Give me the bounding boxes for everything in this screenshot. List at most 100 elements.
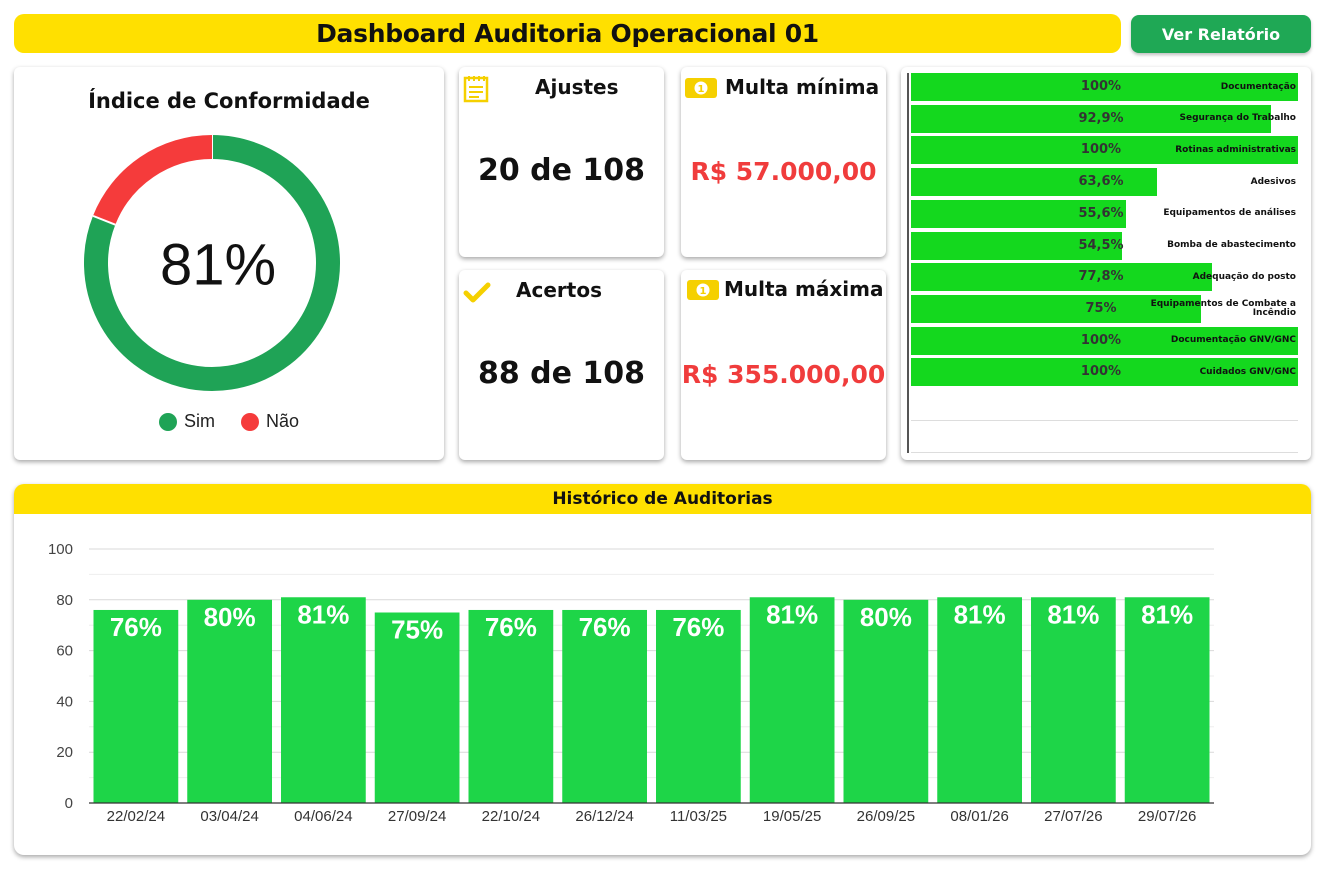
history-bar[interactable]: [656, 609, 741, 803]
history-bar-value-label: 81%: [1141, 599, 1193, 629]
kpi-value-multa-maxima: R$ 355.000,00: [681, 360, 886, 389]
money-icon: 1: [685, 78, 717, 98]
category-row[interactable]: 75% Equipamentos de Combate a Incêndio: [911, 294, 1298, 323]
category-value-label: 75%: [1085, 300, 1117, 316]
category-bar[interactable]: [911, 104, 1271, 133]
legend-item-sim[interactable]: Sim: [158, 411, 215, 432]
history-bar-value-label: 81%: [1047, 599, 1099, 629]
kpi-card-ajustes: Ajustes 20 de 108: [459, 67, 664, 257]
kpi-card-acertos: Acertos 88 de 108: [459, 270, 664, 460]
history-x-tick-label: 26/12/24: [575, 808, 633, 825]
history-y-tick-label: 100: [48, 541, 73, 558]
money-icon: 1: [687, 280, 719, 300]
history-bar[interactable]: [187, 599, 272, 803]
history-bar[interactable]: [843, 599, 929, 803]
svg-text:1: 1: [698, 84, 705, 95]
category-row[interactable]: 55,6% Equipamentos de análises: [911, 199, 1298, 228]
history-bar[interactable]: [281, 597, 366, 803]
dashboard-title-bar: Dashboard Auditoria Operacional 01: [14, 14, 1121, 53]
donut-slice-sim[interactable]: [84, 135, 340, 391]
category-axis-line: [907, 73, 909, 453]
category-row[interactable]: 63,6% Adesivos: [911, 168, 1298, 197]
legend-label-nao: Não: [265, 411, 300, 431]
legend-dot-nao: [240, 412, 259, 431]
history-bar-value-label: 76%: [672, 612, 724, 642]
category-bar[interactable]: [911, 199, 1127, 228]
donut-slice-separator: [92, 214, 116, 226]
history-x-tick-label: 26/09/25: [857, 808, 915, 825]
history-bar[interactable]: [93, 609, 179, 803]
category-name-label: Cuidados GNV/GNC: [1199, 366, 1296, 377]
category-name-label: Adesivos: [1250, 176, 1296, 187]
category-value-label: 63,6%: [1078, 174, 1124, 190]
history-y-tick-label: 80: [56, 592, 73, 609]
category-bar[interactable]: [911, 294, 1202, 323]
category-value-label: 92,9%: [1078, 110, 1124, 126]
history-title: Histórico de Auditorias: [14, 484, 1311, 514]
history-x-tick-label: 29/07/26: [1138, 808, 1196, 825]
history-bar[interactable]: [374, 612, 460, 804]
category-value-label: 77,8%: [1078, 269, 1124, 285]
category-bar[interactable]: [911, 136, 1298, 165]
svg-text:1: 1: [700, 286, 707, 297]
category-bar-chart: 100% Documentação 92,9% Segurança do Trabal…: [901, 67, 1311, 460]
conformity-card: Índice de Conformidade 81% Sim Não: [14, 67, 444, 460]
kpi-title-ajustes: Ajustes: [535, 75, 619, 99]
category-bar[interactable]: [911, 358, 1298, 387]
category-row[interactable]: 100% Cuidados GNV/GNC: [911, 358, 1298, 387]
history-bar[interactable]: [468, 609, 554, 803]
category-bar[interactable]: [911, 73, 1298, 101]
history-bar-value-label: 76%: [110, 612, 162, 642]
legend-item-nao[interactable]: Não: [240, 411, 300, 432]
category-bar[interactable]: [911, 168, 1158, 197]
donut-slice-nao[interactable]: [92, 135, 213, 226]
category-row[interactable]: 100% Rotinas administrativas: [911, 136, 1298, 165]
category-row[interactable]: 100% Documentação GNV/GNC: [911, 326, 1298, 355]
category-gridline: [911, 420, 1298, 421]
history-y-tick-label: 60: [56, 643, 73, 660]
history-x-tick-label: 27/07/26: [1044, 808, 1102, 825]
history-x-tick-label: 03/04/24: [200, 808, 258, 825]
kpi-title-multa-maxima: Multa máxima: [724, 277, 884, 301]
category-row[interactable]: 100% Documentação: [911, 73, 1298, 101]
kpi-card-multa-minima: 1 Multa mínima R$ 57.000,00: [681, 67, 886, 257]
history-y-tick-label: 20: [56, 744, 73, 761]
history-bar[interactable]: [1031, 597, 1116, 803]
history-bar[interactable]: [937, 597, 1022, 803]
category-bar[interactable]: [911, 263, 1213, 292]
conformity-title: Índice de Conformidade: [88, 89, 370, 113]
history-y-tick-label: 40: [56, 693, 73, 710]
category-name-label: Segurança do Trabalho: [1179, 113, 1296, 124]
conformity-center-label: 81%: [160, 233, 276, 298]
category-name-label: Equipamentos de análises: [1163, 208, 1296, 219]
view-report-button[interactable]: Ver Relatório: [1131, 15, 1311, 53]
history-bar[interactable]: [749, 597, 835, 803]
dashboard-title: Dashboard Auditoria Operacional 01: [316, 19, 819, 48]
category-gridline: [911, 452, 1298, 453]
conformity-donut-chart: 81%: [84, 135, 340, 391]
history-bar-chart: 0 20 40 60 80 100 76% 22/02/24 80% 03/04/24 81% 04/…: [48, 541, 1214, 825]
legend-label-sim: Sim: [183, 411, 215, 431]
history-x-tick-label: 27/09/24: [388, 808, 446, 825]
history-card: Histórico de Auditorias 0 20 40 60 80 100 76% 2…: [14, 484, 1311, 855]
category-row[interactable]: 92,9% Segurança do Trabalho: [911, 104, 1298, 133]
history-y-tick-label: 0: [65, 795, 73, 812]
category-row[interactable]: 54,5% Bomba de abastecimento: [911, 231, 1298, 260]
category-value-label: 100%: [1080, 142, 1122, 158]
history-bar-value-label: 76%: [579, 612, 631, 642]
category-row[interactable]: 77,8% Adequação do posto: [911, 263, 1298, 292]
kpi-title-multa-minima: Multa mínima: [725, 75, 880, 99]
history-x-tick-label: 22/02/24: [107, 808, 165, 825]
kpi-value-acertos: 88 de 108: [477, 356, 646, 391]
category-value-label: 100%: [1080, 364, 1122, 380]
category-bar[interactable]: [911, 326, 1298, 355]
history-bar-value-label: 81%: [766, 599, 818, 629]
history-x-tick-label: 19/05/25: [763, 808, 821, 825]
category-bar[interactable]: [911, 231, 1122, 260]
checkmark-icon: [463, 282, 491, 303]
legend-dot-sim: [158, 412, 177, 431]
category-name-label: Rotinas administrativas: [1175, 144, 1296, 155]
history-bar[interactable]: [1124, 597, 1210, 803]
history-bar[interactable]: [562, 609, 647, 803]
conformity-legend: Sim Não: [14, 411, 444, 432]
